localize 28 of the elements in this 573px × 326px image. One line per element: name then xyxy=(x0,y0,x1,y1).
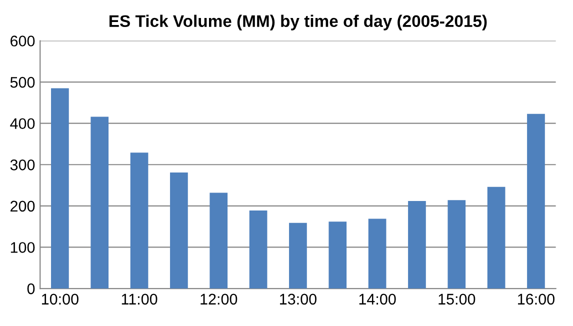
x-tick-label: 15:00 xyxy=(438,294,476,305)
bar xyxy=(328,222,347,289)
x-tick-label: 12:00 xyxy=(200,294,238,305)
y-tick-label: 200 xyxy=(10,200,35,212)
bar xyxy=(289,222,307,289)
bar xyxy=(487,186,506,289)
bar xyxy=(368,218,386,289)
chart-title: ES Tick Volume (MM) by time of day (2005-2015) xyxy=(110,14,487,30)
y-tick-label: 600 xyxy=(10,36,35,46)
x-tick-label: 16:00 xyxy=(518,294,554,305)
x-tick-label: 11:00 xyxy=(122,294,158,305)
bar xyxy=(408,200,426,289)
y-tick-label: 400 xyxy=(10,118,35,130)
bar xyxy=(170,172,188,289)
bar xyxy=(249,210,268,289)
y-tick-label: 300 xyxy=(10,160,35,170)
y-tick-label: 500 xyxy=(10,76,35,88)
bar xyxy=(448,200,466,289)
bar xyxy=(90,116,109,289)
bar xyxy=(51,88,69,289)
y-tick-label: 100 xyxy=(10,242,35,253)
bar xyxy=(527,114,545,289)
bar xyxy=(210,192,228,289)
x-tick-label: 13:00 xyxy=(280,294,316,305)
bar xyxy=(130,152,148,289)
x-tick-label: 14:00 xyxy=(359,294,396,305)
y-tick-label: 0 xyxy=(27,283,35,294)
x-tick-label: 10:00 xyxy=(42,294,78,305)
